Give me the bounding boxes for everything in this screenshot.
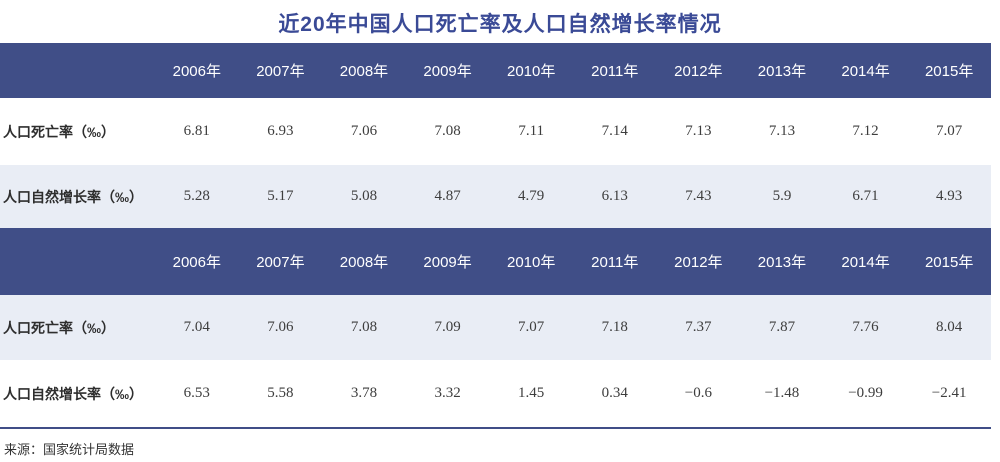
value-cell: 0.34 bbox=[601, 385, 628, 401]
value-cell: 5.17 bbox=[267, 188, 294, 204]
row-label: 人口自然增长率（‰） bbox=[3, 385, 143, 402]
value-cell: −1.48 bbox=[764, 385, 800, 401]
value-cell: 6.71 bbox=[852, 188, 879, 204]
year-header-cell: 2010年 bbox=[506, 254, 556, 271]
year-header-cell: 2014年 bbox=[841, 63, 890, 80]
value-cell: 7.12 bbox=[852, 123, 879, 139]
value-cell: 7.76 bbox=[852, 319, 879, 335]
year-header-cell: 2007年 bbox=[256, 254, 305, 271]
table-row: 人口自然增长率（‰） 6.53 5.58 3.78 3.32 1.45 0.34 −0.6 −1… bbox=[0, 360, 991, 427]
value-cell: 7.08 bbox=[350, 319, 378, 335]
value-cell: 7.37 bbox=[685, 319, 712, 335]
header-empty-cell bbox=[0, 228, 155, 295]
value-cell: 6.81 bbox=[183, 123, 210, 139]
value-cell: 5.28 bbox=[183, 188, 210, 204]
value-cell: 7.43 bbox=[685, 188, 712, 204]
value-cell: 5.58 bbox=[267, 385, 294, 401]
source-note: 来源：国家统计局数据 bbox=[4, 442, 135, 457]
value-cell: 4.93 bbox=[936, 188, 963, 204]
year-header-cell: 2013年 bbox=[757, 63, 807, 80]
value-cell: 7.06 bbox=[350, 123, 378, 139]
year-header-cell: 2010年 bbox=[506, 63, 556, 80]
value-cell: 5.08 bbox=[350, 188, 378, 204]
year-header-cell: 2011年 bbox=[591, 254, 639, 271]
table-row: 人口死亡率（‰） 7.04 7.06 7.08 7.09 7.07 7.18 7.37 7.87… bbox=[0, 295, 991, 360]
year-header-cell: 2006年 bbox=[172, 63, 221, 80]
value-cell: 7.06 bbox=[267, 319, 294, 335]
value-cell: 7.13 bbox=[768, 123, 796, 139]
year-header-cell: 2007年 bbox=[256, 63, 305, 80]
value-cell: 6.93 bbox=[267, 123, 294, 139]
value-cell: 7.11 bbox=[518, 123, 545, 139]
value-cell: −0.6 bbox=[684, 385, 712, 401]
table-header-row: 2006年 2007年 2008年 2009年 2010年 2011年 2012年 2013年… bbox=[0, 43, 991, 98]
table-row: 人口自然增长率（‰） 5.28 5.17 5.08 4.87 4.79 6.13 7.43 5.… bbox=[0, 165, 991, 228]
value-cell: 3.32 bbox=[434, 385, 461, 401]
value-cell: 3.78 bbox=[350, 385, 378, 401]
value-cell: 1.45 bbox=[518, 385, 545, 401]
table-row: 人口死亡率（‰） 6.81 6.93 7.06 7.08 7.11 7.14 7.13 7.13… bbox=[0, 98, 991, 165]
year-header-cell: 2008年 bbox=[339, 63, 389, 80]
value-cell: 4.79 bbox=[518, 188, 545, 204]
year-header-cell: 2006年 bbox=[172, 254, 221, 271]
year-header-cell: 2015年 bbox=[924, 63, 974, 80]
year-header-cell: 2011年 bbox=[591, 63, 639, 80]
year-header-cell: 2015年 bbox=[924, 254, 974, 271]
header-empty-cell bbox=[0, 43, 155, 98]
value-cell: 7.09 bbox=[434, 319, 461, 335]
year-header-cell: 2012年 bbox=[674, 254, 723, 271]
year-header-cell: 2009年 bbox=[423, 63, 472, 80]
year-header-cell: 2014年 bbox=[841, 254, 890, 271]
value-cell: 7.07 bbox=[936, 123, 963, 139]
tables-container: 2006年 2007年 2008年 2009年 2010年 2011年 2012年 2013年… bbox=[0, 43, 991, 427]
year-header-cell: 2009年 bbox=[423, 254, 472, 271]
value-cell: 7.07 bbox=[518, 319, 545, 335]
value-cell: 6.53 bbox=[183, 385, 210, 401]
row-label: 人口自然增长率（‰） bbox=[3, 188, 143, 205]
value-cell: −0.99 bbox=[848, 385, 883, 401]
table-header-row: 2006年 2007年 2008年 2009年 2010年 2011年 2012年 2013年… bbox=[0, 228, 991, 295]
year-header-cell: 2008年 bbox=[339, 254, 389, 271]
value-cell: 5.9 bbox=[772, 188, 792, 204]
value-cell: 6.13 bbox=[601, 188, 628, 204]
footer-divider bbox=[0, 427, 991, 429]
value-cell: 7.08 bbox=[434, 123, 461, 139]
value-cell: 7.14 bbox=[601, 123, 628, 139]
value-cell: 7.87 bbox=[768, 319, 796, 335]
row-label: 人口死亡率（‰） bbox=[3, 319, 115, 336]
page-title: 近20年中国人口死亡率及人口自然增长率情况 bbox=[278, 13, 722, 36]
data-table: 2006年 2007年 2008年 2009年 2010年 2011年 2012年 2013年… bbox=[0, 43, 991, 228]
value-cell: −2.41 bbox=[931, 385, 967, 401]
year-header-cell: 2012年 bbox=[674, 63, 723, 80]
value-cell: 4.87 bbox=[434, 188, 461, 204]
value-cell: 8.04 bbox=[936, 319, 963, 335]
row-label: 人口死亡率（‰） bbox=[3, 123, 115, 140]
value-cell: 7.18 bbox=[601, 319, 628, 335]
year-header-cell: 2013年 bbox=[757, 254, 807, 271]
value-cell: 7.13 bbox=[685, 123, 712, 139]
data-table: 2006年 2007年 2008年 2009年 2010年 2011年 2012年 2013年… bbox=[0, 228, 991, 427]
value-cell: 7.04 bbox=[183, 319, 210, 335]
